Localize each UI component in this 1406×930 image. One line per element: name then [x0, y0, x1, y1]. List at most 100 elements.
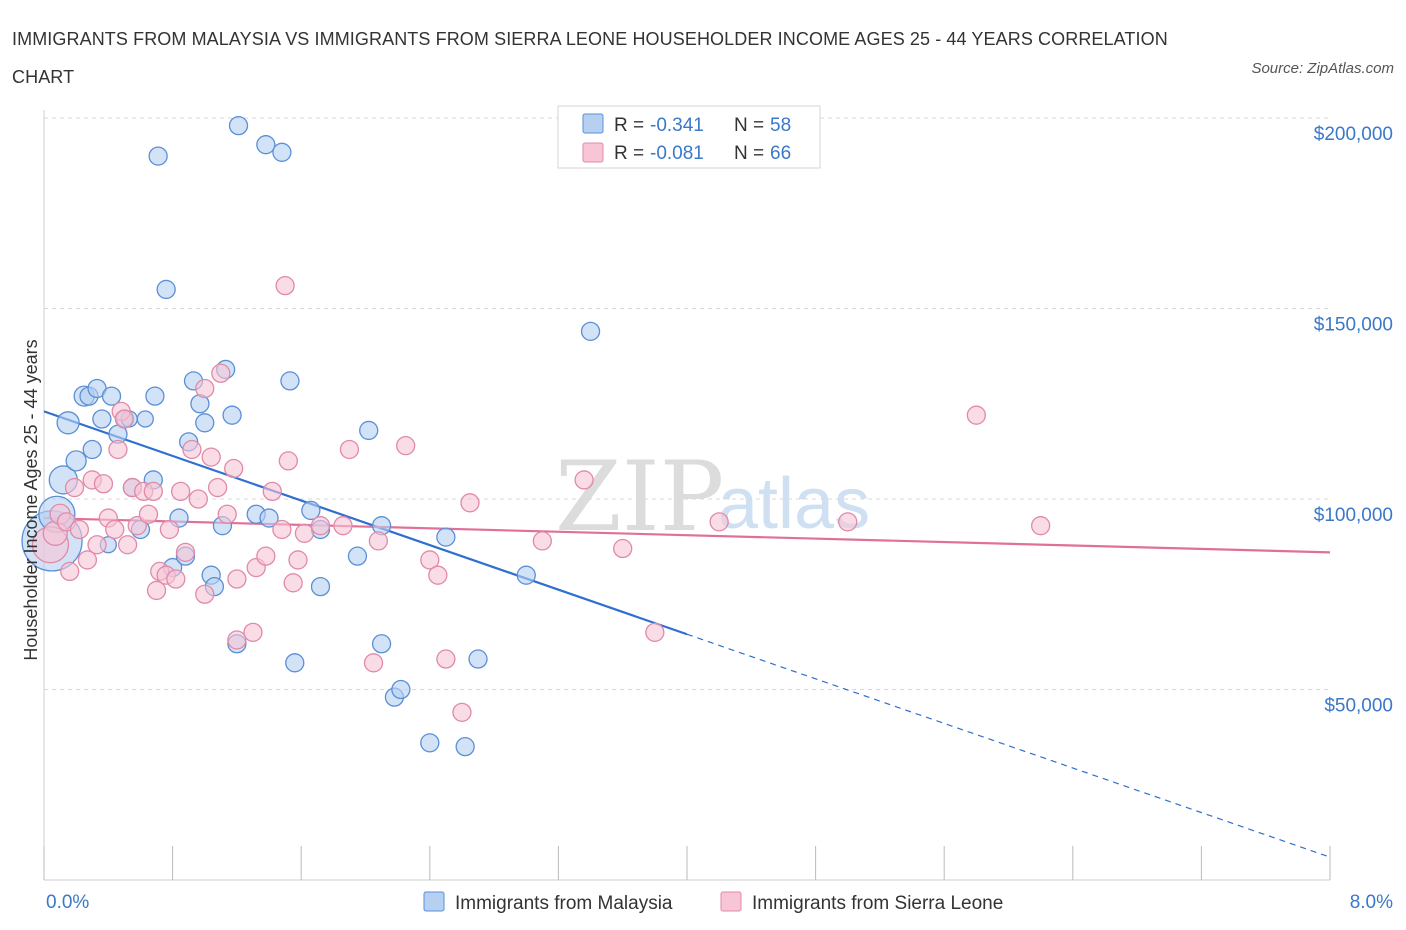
sierra-leone-point-31: [195, 378, 215, 399]
sierra-leone-point-27: [170, 481, 191, 502]
legend-label-malaysia: Immigrants from Malaysia: [455, 893, 673, 914]
malaysia-point-46: [359, 420, 379, 441]
malaysia-point-33: [222, 405, 242, 425]
sierra-leone-point-36: [217, 504, 237, 524]
sierra-leone-point-33: [201, 447, 221, 467]
sierra-leone-point-16: [117, 535, 138, 555]
x-tick-label-1: 8.0%: [1350, 892, 1393, 913]
malaysia-point-4: [65, 450, 87, 472]
malaysia-point-19: [145, 386, 165, 406]
stats-swatch-sierra-leone: [582, 142, 604, 163]
sierra-leone-point-68: [1031, 516, 1051, 536]
sierra-leone-point-5: [64, 477, 85, 498]
sierra-leone-point-59: [452, 702, 472, 723]
malaysia-point-11: [101, 386, 122, 406]
trend-lines: [43, 410, 1331, 858]
watermark: ZIP atlas: [555, 441, 870, 553]
sierra-leone-point-40: [243, 622, 263, 642]
sierra-leone-point-28: [175, 542, 196, 562]
sierra-leone-point-25: [159, 519, 180, 540]
sierra-leone-point-54: [368, 531, 389, 551]
sierra-leone-point-6: [69, 519, 90, 540]
sierra-leone-point-37: [224, 458, 244, 479]
malaysia-point-53: [455, 737, 475, 757]
malaysia-point-38: [256, 135, 276, 155]
malaysia-point-20: [148, 146, 168, 166]
sierra-leone-point-44: [272, 519, 292, 540]
gridlines: [44, 117, 1330, 690]
y-tick-label-2: $150,000: [1314, 315, 1393, 336]
y-tick-label-3: $200,000: [1314, 124, 1393, 145]
sierra-leone-point-66: [838, 512, 858, 532]
sierra-leone-point-30: [188, 489, 208, 509]
trend-line-sierra-leone: [43, 516, 1331, 554]
sierra-leone-point-46: [278, 451, 298, 471]
chart-title: IMMIGRANTS FROM MALAYSIA VS IMMIGRANTS F…: [12, 29, 1168, 87]
malaysia-point-7: [82, 439, 102, 460]
sierra-leone-point-10: [93, 474, 114, 494]
sierra-leone-point-47: [283, 573, 303, 593]
stats-r-label-sierra-leone: R =: [614, 143, 644, 164]
sierra-leone-point-45: [275, 275, 295, 296]
sierra-leone-point-51: [333, 516, 353, 536]
x-tick-labels: 0.0% 8.0%: [46, 892, 1393, 913]
sierra-leone-point-15: [114, 409, 135, 429]
stats-r-value-sierra-leone: -0.081: [650, 143, 704, 164]
series-malaysia-points: [21, 115, 601, 757]
sierra-leone-point-9: [87, 535, 107, 555]
sierra-leone-point-56: [420, 550, 440, 570]
malaysia-point-48: [371, 634, 392, 654]
sierra-leone-point-13: [108, 439, 128, 460]
malaysia-point-54: [468, 649, 488, 669]
correlation-stats-box: R = -0.341 N = 58 R = -0.081 N = 66: [557, 105, 821, 169]
sierra-leone-point-4: [60, 561, 80, 582]
malaysia-point-9: [92, 409, 112, 429]
malaysia-point-50: [391, 679, 411, 700]
sierra-leone-point-42: [256, 546, 276, 566]
watermark-atlas: atlas: [718, 464, 870, 544]
sierra-leone-point-67: [966, 405, 986, 425]
sierra-leone-point-35: [211, 363, 231, 383]
sierra-leone-point-63: [613, 538, 633, 559]
sierra-leone-point-61: [532, 531, 552, 551]
series-sierra-leone-points: [31, 275, 1051, 723]
sierra-leone-point-43: [262, 481, 282, 502]
sierra-leone-point-48: [288, 550, 308, 570]
malaysia-point-44: [310, 576, 331, 597]
malaysia-point-45: [347, 546, 368, 566]
y-tick-label-1: $100,000: [1314, 505, 1393, 526]
malaysia-point-28: [195, 413, 215, 433]
stats-n-label-sierra-leone: N =: [734, 143, 764, 164]
malaysia-point-37: [259, 508, 279, 528]
y-tick-labels: $50,000 $100,000 $150,000 $200,000: [1314, 124, 1393, 717]
legend-swatch-malaysia: [423, 891, 445, 912]
stats-swatch-malaysia: [582, 113, 604, 134]
y-tick-label-0: $50,000: [1324, 696, 1393, 717]
sierra-leone-point-53: [363, 653, 384, 673]
sierra-leone-point-62: [574, 470, 594, 490]
malaysia-point-52: [436, 527, 456, 547]
malaysia-point-17: [136, 410, 154, 428]
malaysia-point-3: [56, 411, 80, 435]
sierra-leone-point-38: [227, 569, 247, 589]
sierra-leone-point-50: [310, 516, 331, 536]
sierra-leone-point-18: [127, 516, 147, 536]
sierra-leone-point-12: [105, 519, 125, 540]
sierra-leone-point-34: [207, 477, 228, 498]
axes: [43, 110, 1331, 881]
sierra-leone-point-55: [396, 436, 416, 456]
stats-r-value-malaysia: -0.341: [650, 115, 704, 136]
y-axis-label: Householder Income Ages 25 - 44 years: [21, 339, 41, 660]
source-credit: Source: ZipAtlas.com: [1251, 60, 1394, 77]
malaysia-point-39: [272, 142, 292, 162]
malaysia-point-41: [285, 653, 305, 673]
x-tick-label-0: 0.0%: [46, 892, 89, 913]
sierra-leone-point-64: [645, 622, 665, 642]
sierra-leone-point-21: [143, 481, 163, 502]
trend-line-malaysia-extension: [686, 633, 1331, 858]
malaysia-point-42: [301, 500, 321, 521]
sierra-leone-point-52: [339, 439, 360, 460]
sierra-leone-point-60: [460, 493, 480, 513]
legend: Immigrants from Malaysia Immigrants from…: [423, 891, 1003, 914]
